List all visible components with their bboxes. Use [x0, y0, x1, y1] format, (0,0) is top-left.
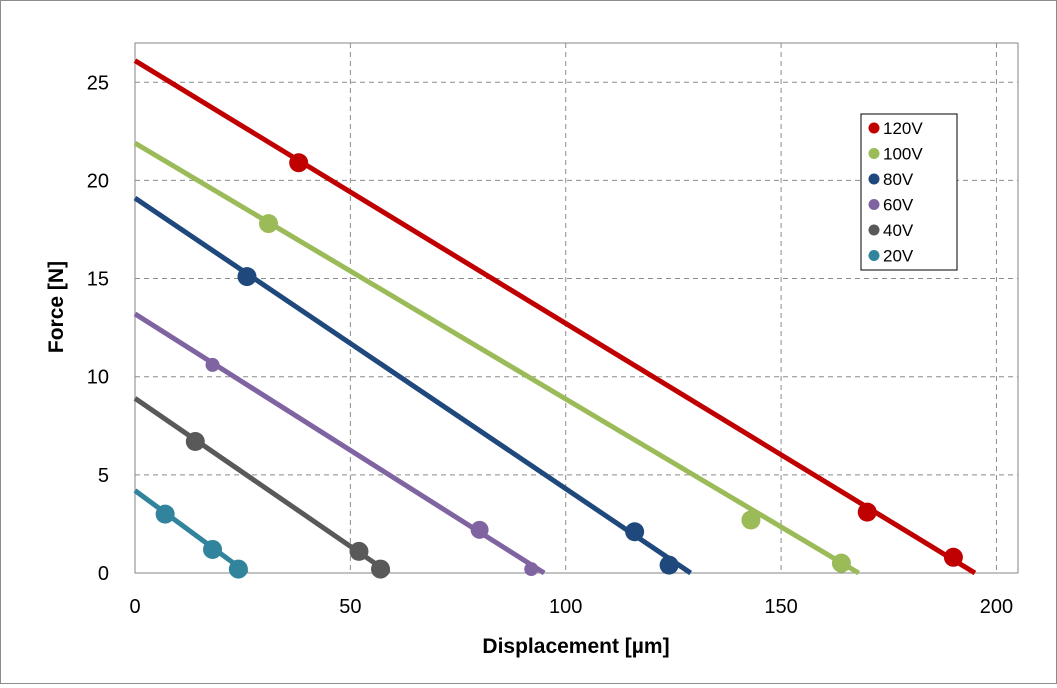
series-40v — [133, 396, 391, 579]
series-line — [133, 396, 391, 576]
legend-item-60v: 60V — [868, 196, 914, 215]
grid — [135, 43, 1018, 573]
legend-item-20v: 20V — [868, 247, 914, 266]
series-line — [133, 58, 977, 576]
x-axis-label: Displacement [µm] — [482, 635, 669, 658]
x-tick-label: 0 — [129, 596, 140, 618]
legend-label: 120V — [883, 119, 923, 138]
legend-label: 100V — [883, 145, 923, 164]
legend-label: 20V — [883, 247, 914, 266]
legend-marker — [868, 122, 880, 134]
x-tick-label: 100 — [549, 596, 582, 618]
axes — [134, 42, 1019, 574]
legend-label: 80V — [883, 170, 914, 189]
series-100v — [133, 140, 860, 576]
legend-item-100v: 100V — [868, 145, 923, 164]
series-80v — [133, 196, 693, 576]
legend-marker — [868, 173, 880, 185]
data-point — [259, 214, 279, 234]
series-60v — [133, 311, 546, 577]
y-tick-label: 20 — [87, 170, 109, 192]
data-point — [228, 559, 248, 579]
series — [133, 58, 977, 579]
data-point — [625, 522, 645, 542]
data-point — [185, 431, 205, 451]
legend-marker — [868, 224, 880, 236]
legend-item-80v: 80V — [868, 170, 914, 189]
legend-item-40v: 40V — [868, 221, 914, 240]
data-point — [470, 520, 489, 539]
series-20v — [133, 488, 249, 579]
x-tick-label: 150 — [764, 596, 797, 618]
data-point — [371, 559, 391, 579]
legend-label: 60V — [883, 196, 914, 215]
legend-marker — [868, 199, 880, 210]
legend-marker — [868, 148, 880, 159]
y-tick-label: 15 — [87, 269, 109, 291]
x-tick-label: 200 — [980, 596, 1013, 618]
data-point — [349, 541, 369, 561]
y-tick-label: 0 — [98, 563, 109, 585]
data-point — [831, 553, 851, 573]
data-point — [205, 357, 220, 372]
y-tick-label: 10 — [87, 367, 109, 389]
plot-area — [134, 42, 1019, 574]
y-axis-label: Force [N] — [45, 261, 68, 353]
series-line — [133, 488, 249, 576]
data-point — [943, 547, 963, 567]
data-point — [203, 539, 223, 559]
legend: 120V 100V 80V 60V 40V 20V — [860, 113, 958, 271]
data-point — [289, 153, 309, 173]
legend-marker — [868, 250, 880, 261]
y-tick-label: 25 — [87, 72, 109, 94]
data-point — [524, 562, 539, 577]
y-tick-label: 5 — [98, 465, 109, 487]
legend-item-120v: 120V — [868, 119, 923, 138]
legend-label: 40V — [883, 221, 914, 240]
data-point — [857, 502, 877, 522]
series-line — [133, 196, 693, 576]
series-line — [133, 140, 860, 576]
tick-labels: 0 50 100 150 200 0 5 10 15 20 25 — [87, 72, 1013, 618]
x-tick-label: 50 — [339, 596, 361, 618]
data-point — [237, 267, 257, 287]
data-point — [741, 510, 761, 530]
data-point — [155, 504, 175, 524]
legend-box — [860, 113, 958, 271]
series-120v — [133, 58, 977, 576]
data-point — [659, 555, 679, 575]
